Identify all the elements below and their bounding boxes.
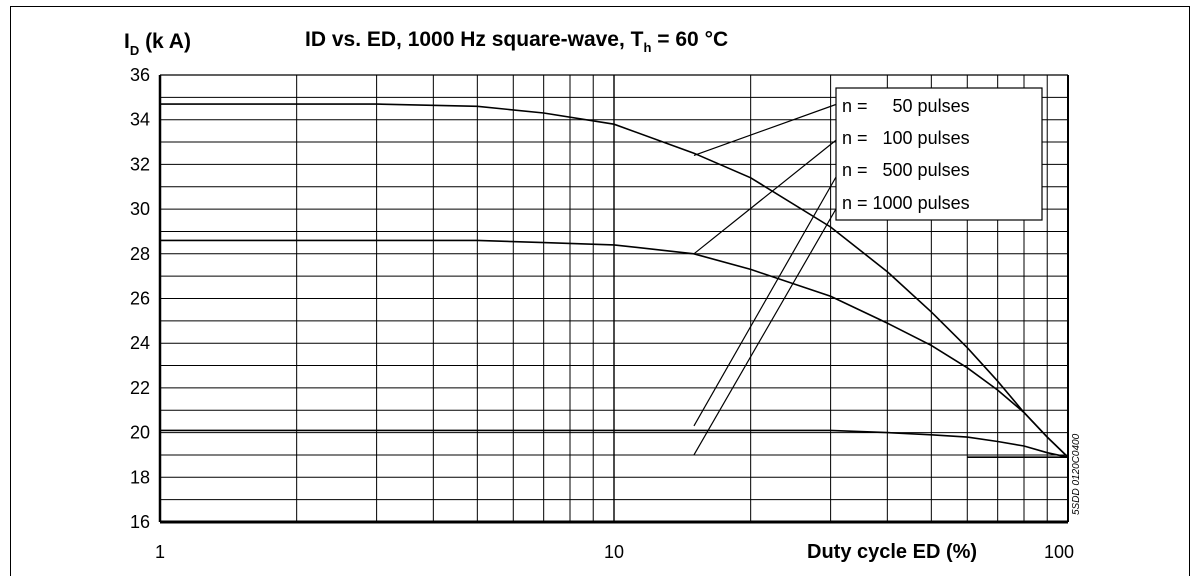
y-tick-label: 30	[130, 199, 150, 219]
legend-leaders	[693, 102, 841, 456]
y-tick-label: 34	[130, 110, 150, 130]
legend-item-50: n = 50 pulses	[842, 96, 970, 116]
y-tick-label: 28	[130, 244, 150, 264]
y-tick-label: 32	[130, 154, 150, 174]
document-code: 5SDD 0120C0400	[1071, 433, 1082, 515]
x-tick-label: 1	[155, 542, 165, 562]
tick-labels: 16 18 20 22 24 26 28 30 32 34 36 1 10 100	[130, 65, 1074, 562]
series-line-2	[160, 239, 1069, 458]
legend-item-100: n = 100 pulses	[842, 128, 970, 148]
x-tick-label: 100	[1044, 542, 1074, 562]
y-tick-label: 24	[130, 333, 150, 353]
y-tick-label: 36	[130, 65, 150, 85]
x-axis-label: Duty cycle ED (%)	[807, 541, 977, 563]
figure-frame	[10, 6, 1190, 576]
y-tick-label: 26	[130, 289, 150, 309]
chart-title: ID vs. ED, 1000 Hz square-wave, Th = 60 …	[305, 28, 728, 55]
x-tick-label: 10	[604, 542, 624, 562]
legend-leader-2	[693, 136, 841, 255]
y-tick-label: 22	[130, 378, 150, 398]
legend-leader-3	[693, 169, 841, 427]
legend: n = 50 pulses n = 100 pulses n = 500 pul…	[835, 87, 1043, 221]
legend-leader-1	[693, 102, 841, 157]
y-tick-label: 18	[130, 467, 150, 487]
legend-box	[835, 87, 1043, 221]
y-axis-label: ID (k A)	[124, 30, 191, 58]
curves	[160, 103, 1069, 458]
legend-item-500: n = 500 pulses	[842, 160, 970, 180]
series-line-3	[160, 429, 1069, 458]
y-tick-label: 20	[130, 423, 150, 443]
legend-leader-4	[693, 201, 841, 456]
series-line-1	[160, 103, 1069, 458]
legend-item-1000: n = 1000 pulses	[842, 193, 970, 213]
y-tick-label: 16	[130, 512, 150, 532]
